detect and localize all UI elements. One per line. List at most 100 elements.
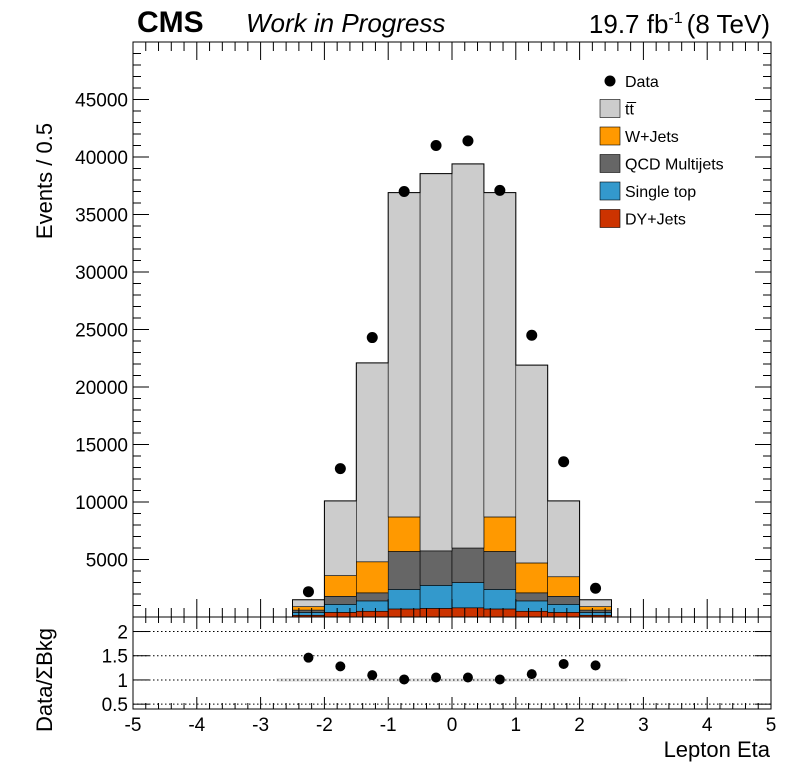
total-outline <box>292 163 612 617</box>
ratio-point <box>367 670 378 681</box>
x-tick-label: -3 <box>252 715 269 736</box>
data-point <box>398 186 410 197</box>
main-y-ticks: 5000 10000 15000 20000 25000 30000 35000 40000 4… <box>75 53 771 606</box>
bar <box>324 612 357 618</box>
legend-swatch <box>599 209 621 228</box>
bar <box>579 599 612 607</box>
bar <box>419 550 453 586</box>
bar <box>451 547 485 583</box>
legend-label: W+Jets <box>625 129 679 146</box>
y-tick-label: 10000 <box>75 493 128 514</box>
bar <box>483 192 517 518</box>
bar <box>324 500 357 576</box>
ratio-y-ticks: 0.5 1 1.5 2 <box>102 623 771 716</box>
ratio-y-axis-title: Data/ΣBkg <box>32 628 57 732</box>
y-tick-label: 15000 <box>75 436 128 457</box>
x-tick-label: 0 <box>447 715 458 736</box>
data-point <box>494 184 506 196</box>
x-tick-label: -2 <box>316 715 333 736</box>
y-tick-label: 35000 <box>75 206 128 227</box>
series-tt- <box>292 163 612 607</box>
y-axis-title: Events / 0.5 <box>32 123 57 239</box>
luminosity-energy: (8 TeV) <box>687 9 770 39</box>
ratio-y-tick-label: 1.5 <box>102 647 128 668</box>
x-tick-label: 5 <box>766 715 777 736</box>
y-tick-label: 45000 <box>75 91 128 112</box>
bar <box>387 608 421 618</box>
bar <box>451 582 485 609</box>
bar <box>292 606 325 611</box>
legend-swatch <box>599 181 621 201</box>
legend-label: QCD Multijets <box>625 157 724 174</box>
y-tick-label: 5000 <box>86 551 128 572</box>
luminosity-label: 19.7 fb-1 (8 TeV) <box>589 9 770 39</box>
bar <box>547 595 580 605</box>
bar <box>292 612 325 616</box>
bar <box>387 589 421 610</box>
ratio-y-tick-label: 0.5 <box>102 695 128 716</box>
main-x-ticks <box>132 42 772 617</box>
bar <box>387 551 421 590</box>
ratio-point <box>462 672 473 683</box>
bar <box>483 551 517 590</box>
bar <box>292 609 325 613</box>
luminosity-value: 19.7 fb <box>589 9 669 39</box>
bar <box>579 612 612 616</box>
bar <box>515 610 548 618</box>
ratio-point <box>399 674 410 685</box>
bar <box>387 516 421 552</box>
ratio-y-tick-label: 2 <box>117 623 128 644</box>
legend: Data tt̅ W+Jets QCD Multijets Single top DY+J… <box>599 74 724 229</box>
x-tick-label: 3 <box>638 715 649 736</box>
bar <box>324 575 357 597</box>
legend-swatch <box>599 154 621 173</box>
data-point <box>334 463 346 475</box>
ratio-points <box>303 652 601 685</box>
ratio-point <box>303 652 314 663</box>
ratio-point <box>335 661 346 672</box>
data-point <box>462 135 474 147</box>
bar <box>451 163 485 549</box>
bar <box>483 608 517 618</box>
status-label: Work in Progress <box>246 8 445 38</box>
ratio-plot-panel: 0.5 1 1.5 2 -5 -4 -3 -2 -1 0 1 2 3 4 5 Data/ΣBkg <box>32 616 777 736</box>
bar <box>515 364 548 564</box>
bar <box>292 599 325 607</box>
data-point <box>430 140 442 151</box>
bar <box>387 192 421 518</box>
bar <box>515 592 548 602</box>
x-tick-label: 2 <box>574 715 585 736</box>
uncertainty-band <box>276 678 628 682</box>
legend-marker-data <box>604 75 616 87</box>
bar <box>579 609 612 613</box>
bar <box>547 576 580 597</box>
legend-swatch <box>599 99 621 118</box>
y-tick-label: 25000 <box>75 321 128 342</box>
bar <box>483 589 517 610</box>
bar <box>579 606 612 611</box>
data-point <box>526 329 538 341</box>
x-axis-title: Lepton Eta <box>664 737 771 762</box>
x-tick-label: -1 <box>380 715 397 736</box>
bar <box>419 608 453 618</box>
data-point <box>590 582 602 594</box>
x-tick-label: 4 <box>702 715 713 736</box>
total-background-outline <box>292 163 612 617</box>
bar <box>355 610 389 618</box>
legend-label: Single top <box>625 184 696 201</box>
data-point <box>302 586 314 598</box>
series-qcd-multijets <box>292 547 612 613</box>
main-plot-panel: 5000 10000 15000 20000 25000 30000 35000 40000 4… <box>32 41 772 618</box>
bar <box>515 600 548 612</box>
bar <box>355 600 389 612</box>
ratio-y-tick-label: 1 <box>117 671 128 692</box>
ratio-uncertainty-band <box>276 678 628 682</box>
y-tick-label: 40000 <box>75 148 128 169</box>
data-point <box>366 332 378 344</box>
bar <box>547 612 580 618</box>
ratio-x-ticks: -5 -4 -3 -2 -1 0 1 2 3 4 5 <box>125 617 777 736</box>
data-point <box>558 456 570 468</box>
y-tick-label: 30000 <box>75 263 128 284</box>
ratio-point <box>558 658 569 669</box>
